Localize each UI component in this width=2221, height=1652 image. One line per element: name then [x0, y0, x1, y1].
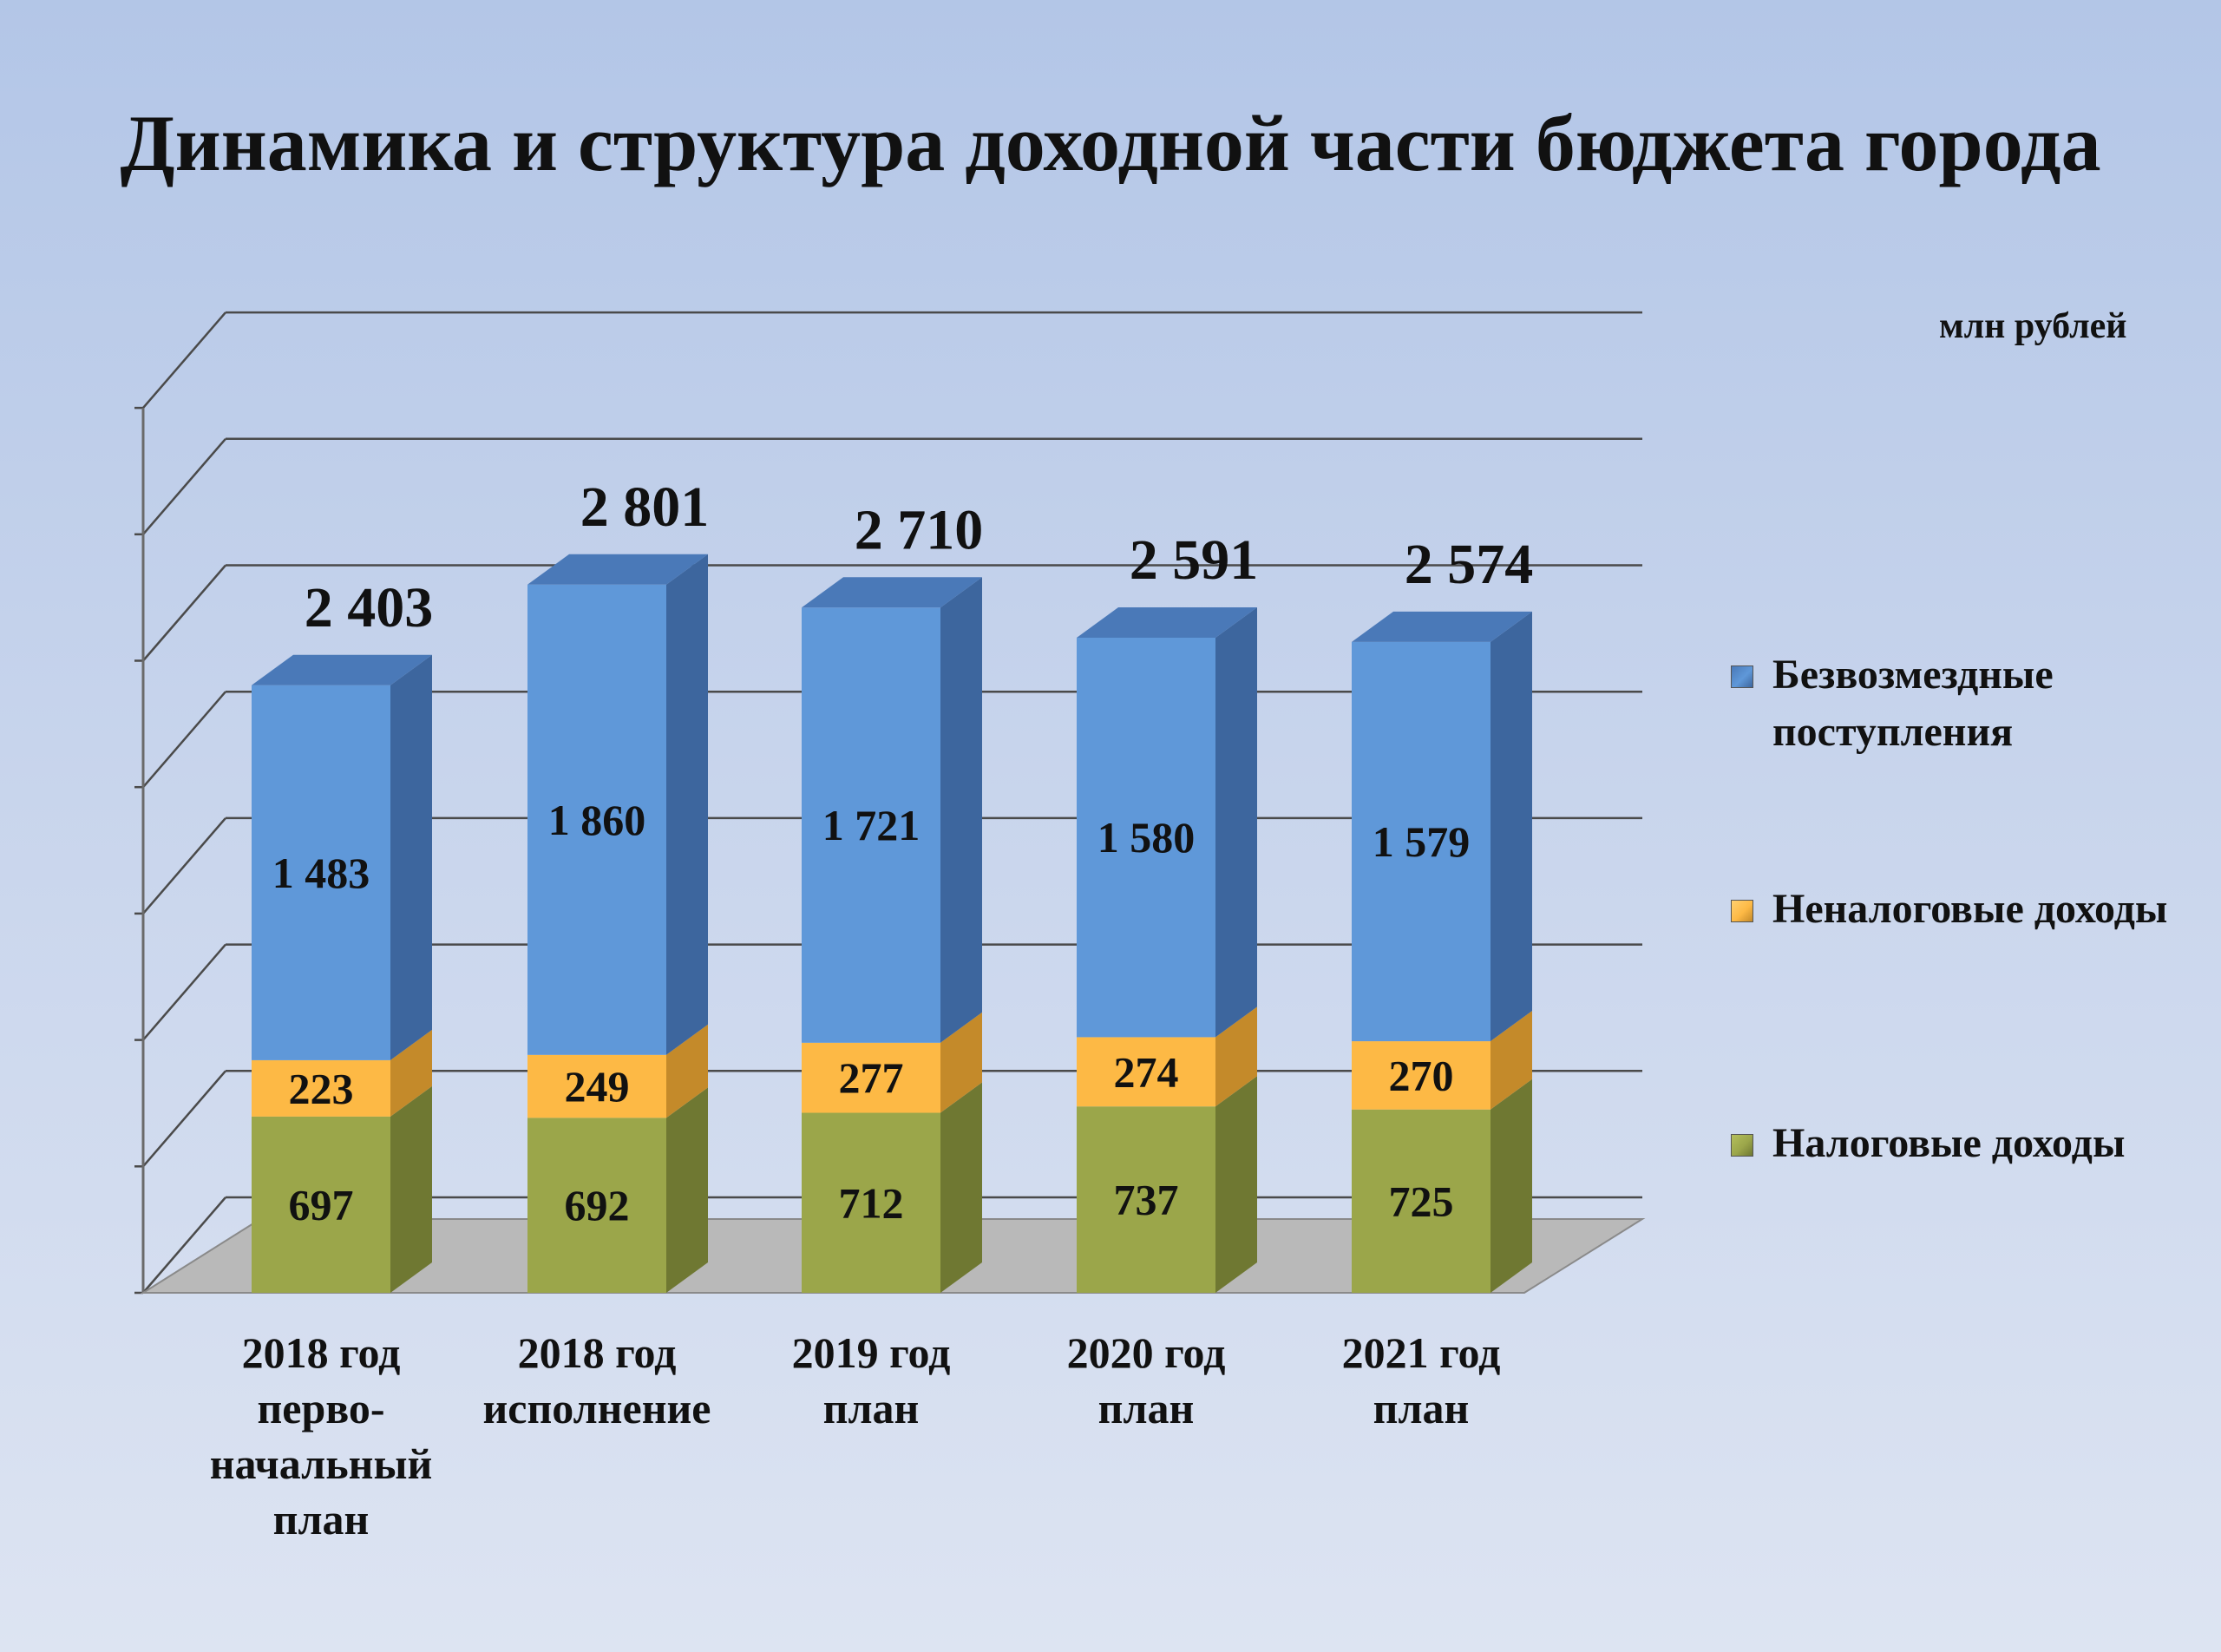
legend-item-nontax: Неналоговые доходы: [1731, 881, 2217, 1115]
x-tick-label: 2019 год план: [732, 1325, 1010, 1436]
total-label: 2 403: [305, 576, 434, 639]
bar-segment: [1352, 1109, 1490, 1293]
bar-segment: [252, 1116, 390, 1293]
data-label: 692: [565, 1181, 630, 1229]
gridline-depth: [142, 943, 226, 1041]
bar-top: [802, 577, 982, 608]
bar-top: [527, 554, 708, 585]
bar-top: [1077, 606, 1257, 638]
bar-side: [1215, 1006, 1257, 1107]
x-tick-label-line: план: [822, 1384, 920, 1432]
bar-segment: [527, 1118, 666, 1293]
gridline-depth: [142, 1196, 226, 1294]
gridline-depth: [142, 311, 226, 409]
legend-item-tax: Налоговые доходы: [1731, 1115, 2217, 1349]
x-tick-label-line: перво-: [257, 1384, 385, 1432]
bar-segment: [1077, 1106, 1215, 1293]
data-label: 712: [839, 1178, 904, 1227]
legend-swatch-tax: [1731, 1134, 1753, 1157]
legend-label-grants: Безвозмездные поступления: [1772, 652, 2054, 755]
data-label: 270: [1389, 1051, 1454, 1099]
gridline-depth: [142, 691, 226, 789]
x-tick-label-line: 2018 год: [517, 1328, 677, 1377]
bar-segment: [1077, 637, 1215, 1038]
data-label: 1 580: [1097, 813, 1196, 862]
x-tick-label: 2020 год план: [1007, 1325, 1285, 1436]
x-tick-label-line: 2019 год: [791, 1328, 951, 1377]
bar-side: [1490, 1078, 1532, 1293]
bar-segment: [527, 1054, 666, 1118]
bar-segment: [1077, 1037, 1215, 1107]
total-label: 2 710: [855, 498, 984, 561]
bar-segment: [252, 685, 390, 1060]
data-label: 274: [1114, 1047, 1179, 1096]
bar-segment: [802, 1042, 940, 1113]
bar-segment: [802, 1112, 940, 1293]
bar-top: [1352, 611, 1532, 642]
bar-side: [1490, 611, 1532, 1042]
total-label: 2 591: [1130, 528, 1259, 592]
bar-side: [666, 1087, 708, 1293]
legend-item-grants: Безвозмездные поступления: [1731, 646, 2217, 881]
data-label: 1 483: [272, 849, 370, 897]
bar-side: [1490, 1011, 1532, 1110]
legend-label-tax: Налоговые доходы: [1772, 1120, 2126, 1166]
data-label: 223: [289, 1064, 354, 1112]
x-tick-label-line: план: [1097, 1384, 1195, 1432]
bar-segment: [252, 1059, 390, 1117]
bar-side: [390, 1085, 432, 1293]
bar-side: [940, 1082, 982, 1293]
x-tick-label: 2018 год перво-начальный план: [182, 1325, 460, 1547]
bar-side: [940, 1012, 982, 1113]
bar-side: [1215, 1076, 1257, 1293]
legend-label-nontax: Неналоговые доходы: [1772, 886, 2168, 932]
bar-segment: [1352, 641, 1490, 1042]
gridline-depth: [142, 437, 226, 535]
data-label: 1 579: [1373, 817, 1471, 866]
legend-swatch-nontax: [1731, 900, 1753, 922]
bar-side: [666, 1024, 708, 1118]
x-tick-label-line: начальный: [209, 1439, 433, 1488]
bar-side: [390, 654, 432, 1060]
legend: Безвозмездные поступления Неналоговые до…: [1731, 646, 2217, 1349]
legend-swatch-grants: [1731, 665, 1753, 688]
x-tick-label: 2018 год исполнение: [458, 1325, 736, 1436]
data-label: 1 721: [822, 801, 921, 849]
bar-side: [940, 577, 982, 1043]
data-label: 737: [1114, 1176, 1179, 1224]
total-label: 2 801: [580, 475, 710, 539]
data-label: 1 860: [548, 796, 646, 844]
data-label: 249: [565, 1062, 630, 1111]
gridline-depth: [142, 564, 226, 662]
data-label: 725: [1389, 1177, 1454, 1225]
x-tick-label-line: план: [1373, 1384, 1470, 1432]
bar-side: [666, 554, 708, 1055]
bar-side: [1215, 606, 1257, 1038]
chart-title: Динамика и структура доходной части бюдж…: [120, 99, 2101, 187]
bar-side: [390, 1029, 432, 1117]
x-tick-label: 2021 год план: [1282, 1325, 1560, 1436]
bar-segment: [802, 607, 940, 1043]
bar-segment: [1352, 1041, 1490, 1110]
x-tick-label-line: исполнение: [482, 1384, 711, 1432]
bar-top: [252, 654, 432, 685]
units-label: млн рублей: [1939, 306, 2127, 346]
x-tick-label-line: 2018 год: [241, 1328, 401, 1377]
total-label: 2 574: [1405, 533, 1534, 596]
bar-segment: [527, 584, 666, 1055]
gridline-depth: [142, 1070, 226, 1168]
gridline-depth: [142, 817, 226, 914]
data-label: 277: [839, 1053, 904, 1102]
x-tick-label-line: 2020 год: [1066, 1328, 1226, 1377]
data-label: 697: [289, 1180, 354, 1229]
x-tick-label-line: план: [272, 1495, 370, 1544]
x-tick-label-line: 2021 год: [1341, 1328, 1501, 1377]
